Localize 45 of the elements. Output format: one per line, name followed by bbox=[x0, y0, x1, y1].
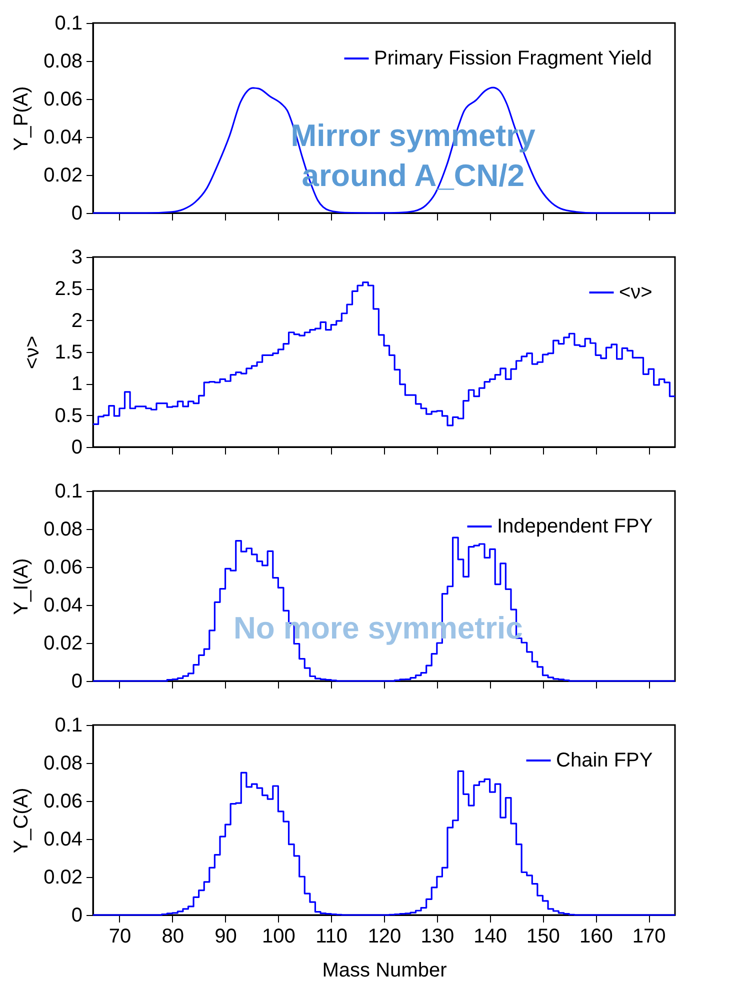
y-tick-label: 0.04 bbox=[44, 594, 82, 616]
x-tick-label: 80 bbox=[162, 926, 184, 948]
y-tick-label: 0.04 bbox=[44, 828, 82, 850]
y-axis-title: Y_I(A) bbox=[10, 558, 33, 615]
x-tick-label: 140 bbox=[474, 926, 508, 948]
y-tick-label: 0 bbox=[71, 904, 82, 926]
legend-label: Primary Fission Fragment Yield bbox=[374, 48, 652, 70]
y-axis-title: Y_P(A) bbox=[10, 86, 33, 151]
y-tick-label: 2.5 bbox=[54, 278, 82, 300]
y-tick-label: 0.08 bbox=[44, 50, 82, 72]
x-tick-label: 120 bbox=[368, 926, 402, 948]
x-tick-label: 70 bbox=[108, 926, 132, 948]
y-tick-label: 0.06 bbox=[44, 790, 82, 812]
y-tick-label: 0.08 bbox=[44, 752, 82, 774]
x-tick-label: 110 bbox=[316, 926, 348, 948]
y-tick-label: 0.5 bbox=[54, 404, 82, 427]
y-tick-label: 1.5 bbox=[54, 342, 82, 364]
legend-label: Independent FPY bbox=[497, 516, 653, 538]
y-tick-label: 0.06 bbox=[44, 556, 82, 578]
legend-label: <ν> bbox=[619, 282, 652, 304]
x-axis-title: Mass Number bbox=[322, 960, 448, 982]
y-tick-label: 0.04 bbox=[44, 126, 82, 148]
x-tick-label: 150 bbox=[526, 926, 560, 948]
x-tick-label: 160 bbox=[579, 926, 613, 948]
y-tick-label: 0 bbox=[71, 202, 82, 224]
y-tick-label: 0 bbox=[71, 436, 82, 458]
legend-label: Chain FPY bbox=[556, 750, 653, 772]
y-tick-label: 0.1 bbox=[54, 714, 82, 736]
x-tick-label: 90 bbox=[214, 926, 237, 948]
y-tick-label: 0.02 bbox=[44, 632, 82, 654]
y-tick-label: 0.02 bbox=[44, 866, 82, 888]
y-axis-title: <ν> bbox=[22, 336, 44, 370]
y-tick-label: 1 bbox=[71, 373, 82, 396]
y-tick-label: 0.1 bbox=[54, 480, 82, 502]
y-tick-label: 0.02 bbox=[44, 164, 82, 186]
y-tick-label: 3 bbox=[71, 246, 82, 268]
x-tick-label: 100 bbox=[262, 926, 296, 948]
y-tick-label: 0.1 bbox=[54, 12, 82, 34]
y-tick-label: 0.06 bbox=[44, 88, 82, 110]
x-tick-label: 130 bbox=[420, 926, 454, 948]
y-tick-label: 0.08 bbox=[44, 518, 82, 540]
y-axis-title: Y_C(A) bbox=[10, 788, 33, 854]
y-tick-label: 0 bbox=[71, 670, 82, 692]
x-tick-label: 170 bbox=[632, 926, 666, 948]
y-tick-label: 2 bbox=[71, 310, 82, 332]
